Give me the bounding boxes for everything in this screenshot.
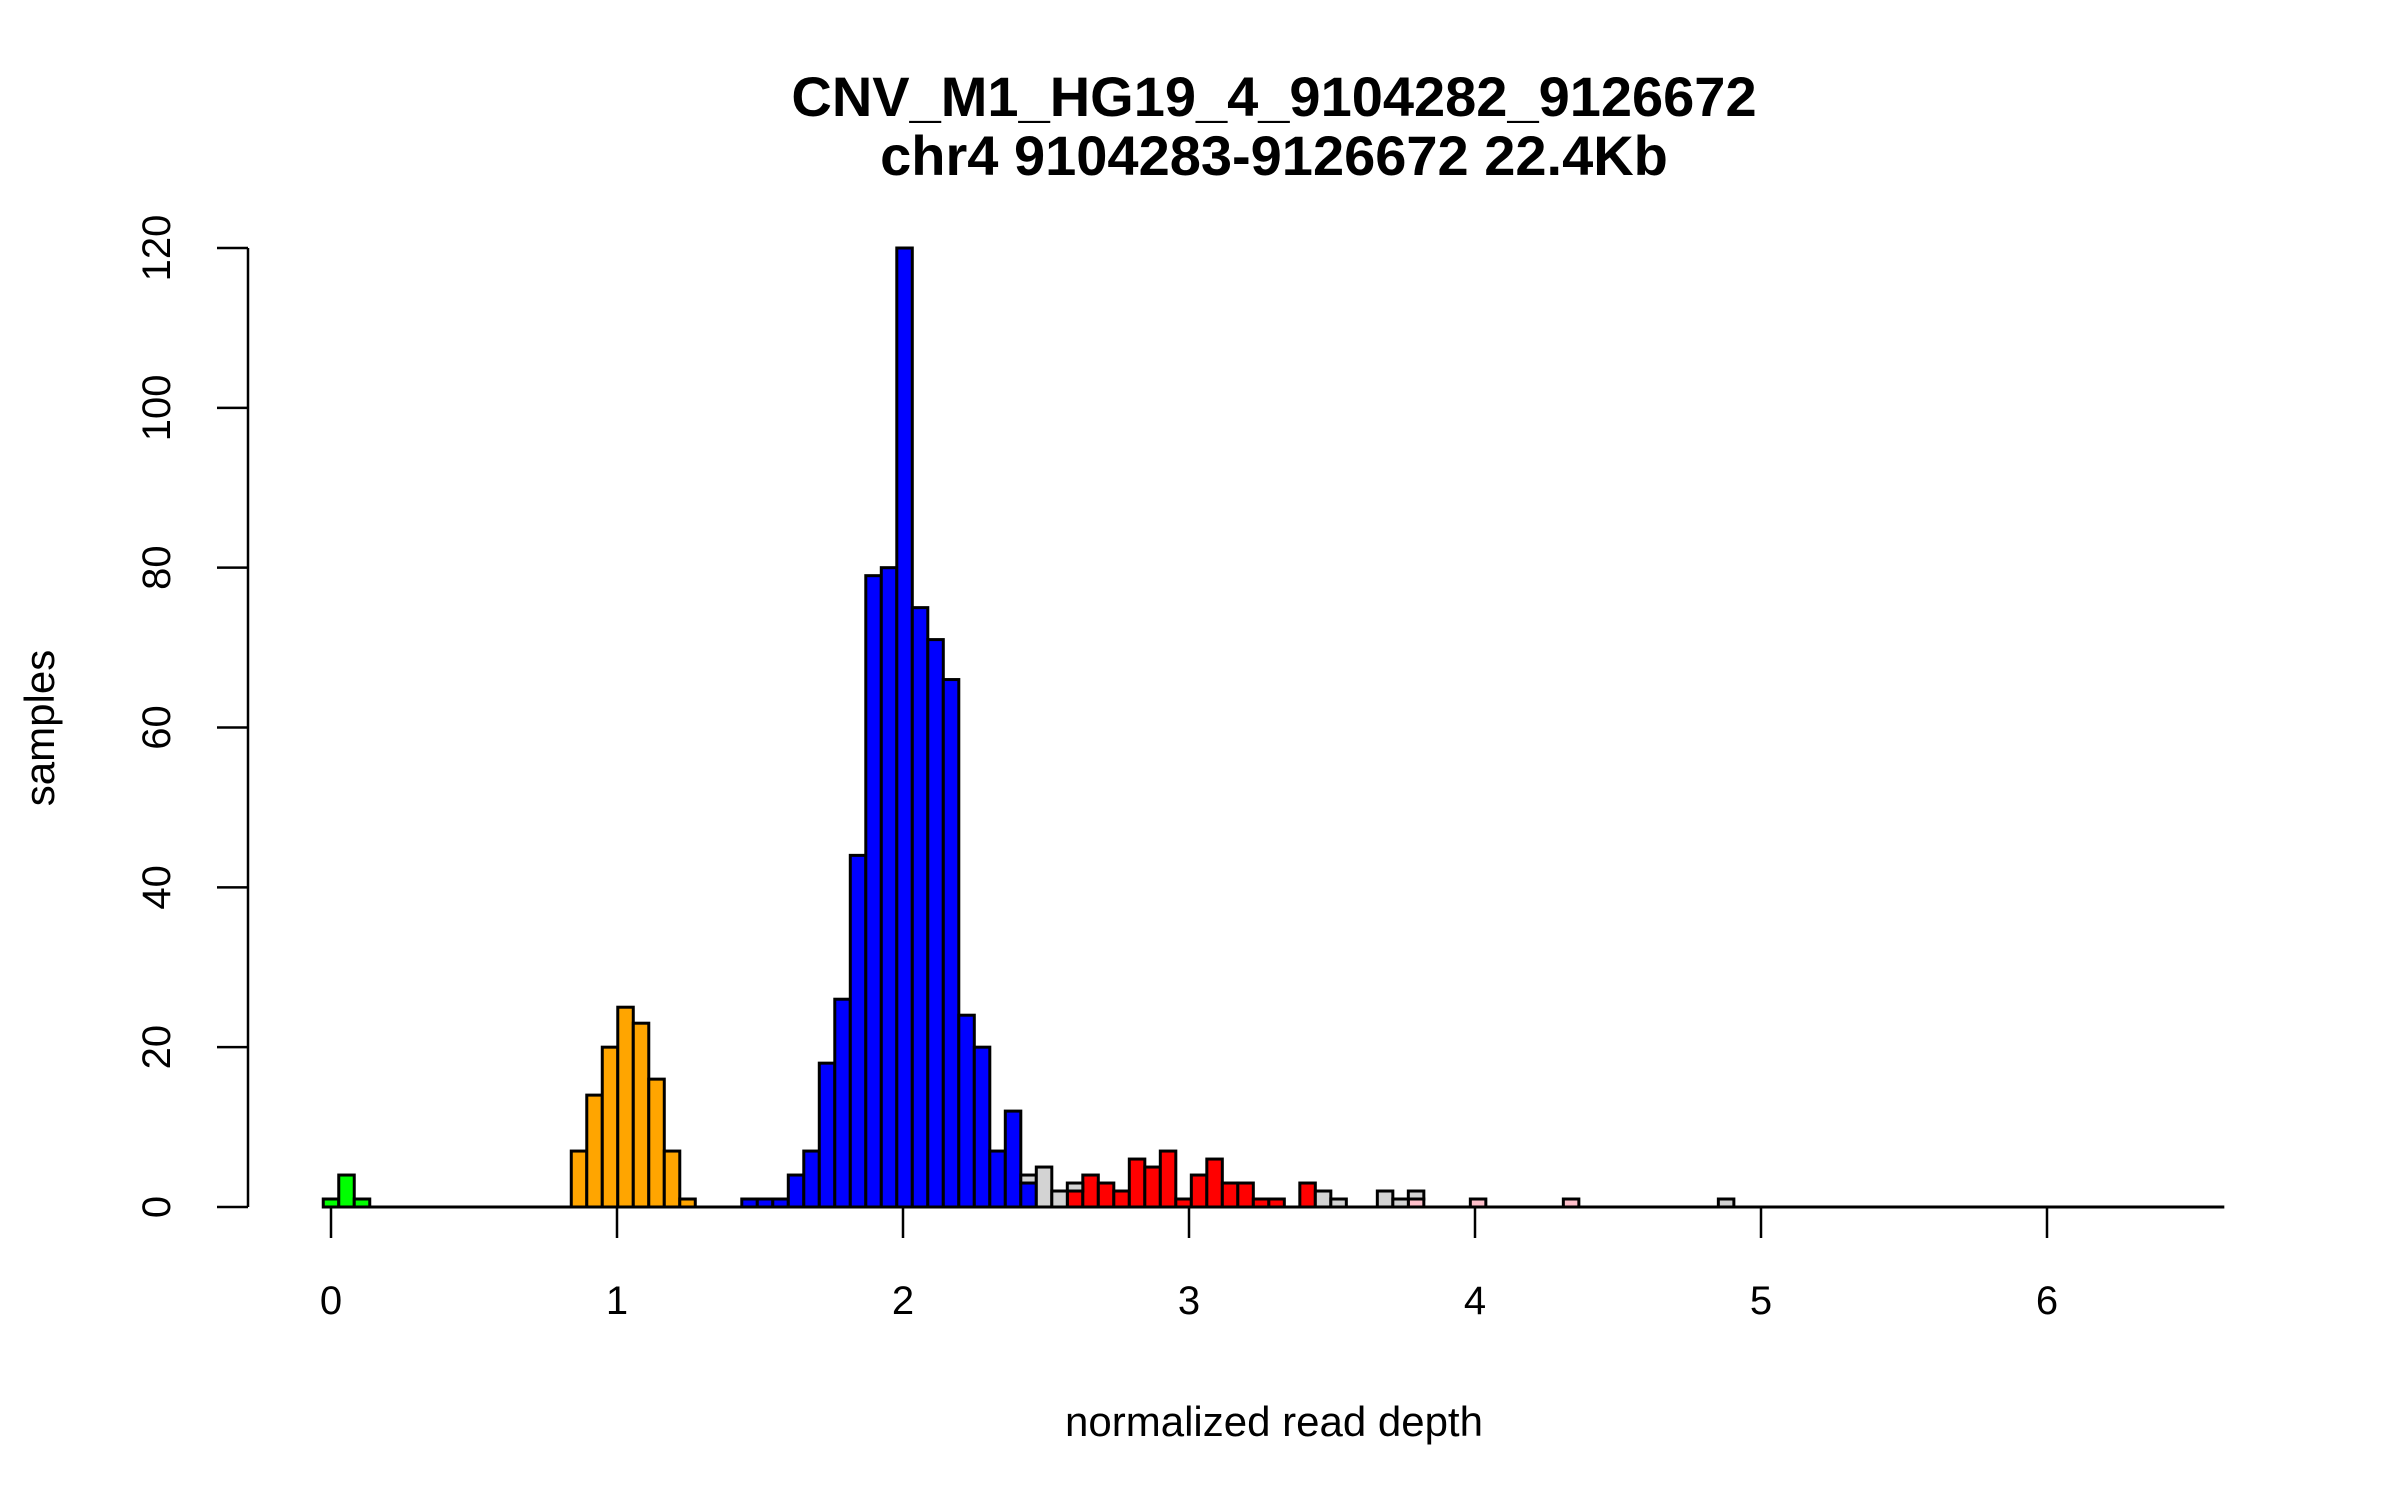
bar-orange bbox=[631, 1021, 651, 1209]
bar-blue bbox=[988, 1149, 1007, 1209]
bar-red bbox=[1065, 1189, 1085, 1209]
x-tick-label: 2 bbox=[892, 1279, 914, 1323]
y-tick-label: 120 bbox=[135, 215, 179, 282]
bar-grey bbox=[1375, 1189, 1395, 1209]
bar-red bbox=[1096, 1181, 1116, 1209]
bar-blue bbox=[848, 853, 868, 1209]
bar-blue bbox=[910, 606, 930, 1209]
bar-red bbox=[1220, 1181, 1240, 1209]
bar-red bbox=[1236, 1181, 1255, 1209]
bar-blue bbox=[957, 1013, 976, 1209]
y-tick-label: 20 bbox=[135, 1025, 179, 1070]
x-axis-label: normalized read depth bbox=[1065, 1398, 1483, 1445]
bar-red bbox=[1189, 1173, 1209, 1209]
bar-orange bbox=[616, 1005, 635, 1209]
bar-orange bbox=[585, 1093, 604, 1209]
bar-red bbox=[1298, 1181, 1317, 1209]
y-tick-label: 40 bbox=[135, 865, 179, 910]
bar-grey bbox=[1065, 1181, 1085, 1193]
bar-green bbox=[337, 1173, 356, 1209]
x-tick-label: 0 bbox=[320, 1279, 342, 1323]
bar-grey bbox=[1050, 1189, 1069, 1209]
chart-subtitle: chr4 9104283-9126672 22.4Kb bbox=[880, 124, 1668, 187]
bar-grey bbox=[1019, 1173, 1038, 1185]
bar-blue bbox=[802, 1149, 821, 1209]
y-axis-label: samples bbox=[16, 650, 63, 806]
y-tick-label: 100 bbox=[135, 374, 179, 441]
bar-grey bbox=[1313, 1189, 1333, 1209]
y-tick-label: 60 bbox=[135, 705, 179, 750]
bar-blue bbox=[926, 638, 945, 1209]
bar-orange bbox=[662, 1149, 682, 1209]
bar-red bbox=[1158, 1149, 1178, 1209]
bar-blue bbox=[817, 1061, 837, 1209]
bar-blue bbox=[1019, 1181, 1038, 1209]
bar-blue bbox=[786, 1173, 806, 1209]
bar-blue bbox=[895, 246, 914, 1209]
bars bbox=[321, 246, 1736, 1209]
y-tick-label: 0 bbox=[135, 1196, 179, 1218]
bar-blue bbox=[941, 678, 961, 1209]
bar-blue bbox=[1003, 1109, 1023, 1209]
x-tick-label: 3 bbox=[1178, 1279, 1200, 1323]
bar-blue bbox=[972, 1045, 992, 1209]
bar-blue bbox=[879, 566, 899, 1209]
bar-orange bbox=[600, 1045, 620, 1209]
y-tick-label: 80 bbox=[135, 545, 179, 590]
bar-grey bbox=[1034, 1165, 1054, 1209]
bar-orange bbox=[569, 1149, 589, 1209]
bar-red bbox=[1143, 1165, 1162, 1209]
x-tick-label: 5 bbox=[1750, 1279, 1772, 1323]
bar-red bbox=[1127, 1157, 1147, 1209]
bar-red bbox=[1205, 1157, 1224, 1209]
x-tick-label: 4 bbox=[1464, 1279, 1486, 1323]
bar-red bbox=[1112, 1189, 1131, 1209]
bar-grey bbox=[1406, 1189, 1426, 1201]
bar-red bbox=[1081, 1173, 1100, 1209]
bar-blue bbox=[864, 574, 883, 1209]
x-tick-label: 6 bbox=[2036, 1279, 2058, 1323]
bar-blue bbox=[833, 997, 852, 1209]
x-tick-label: 1 bbox=[606, 1279, 628, 1323]
bar-orange bbox=[647, 1077, 666, 1209]
chart-title: CNV_M1_HG19_4_9104282_9126672 bbox=[791, 65, 1756, 128]
